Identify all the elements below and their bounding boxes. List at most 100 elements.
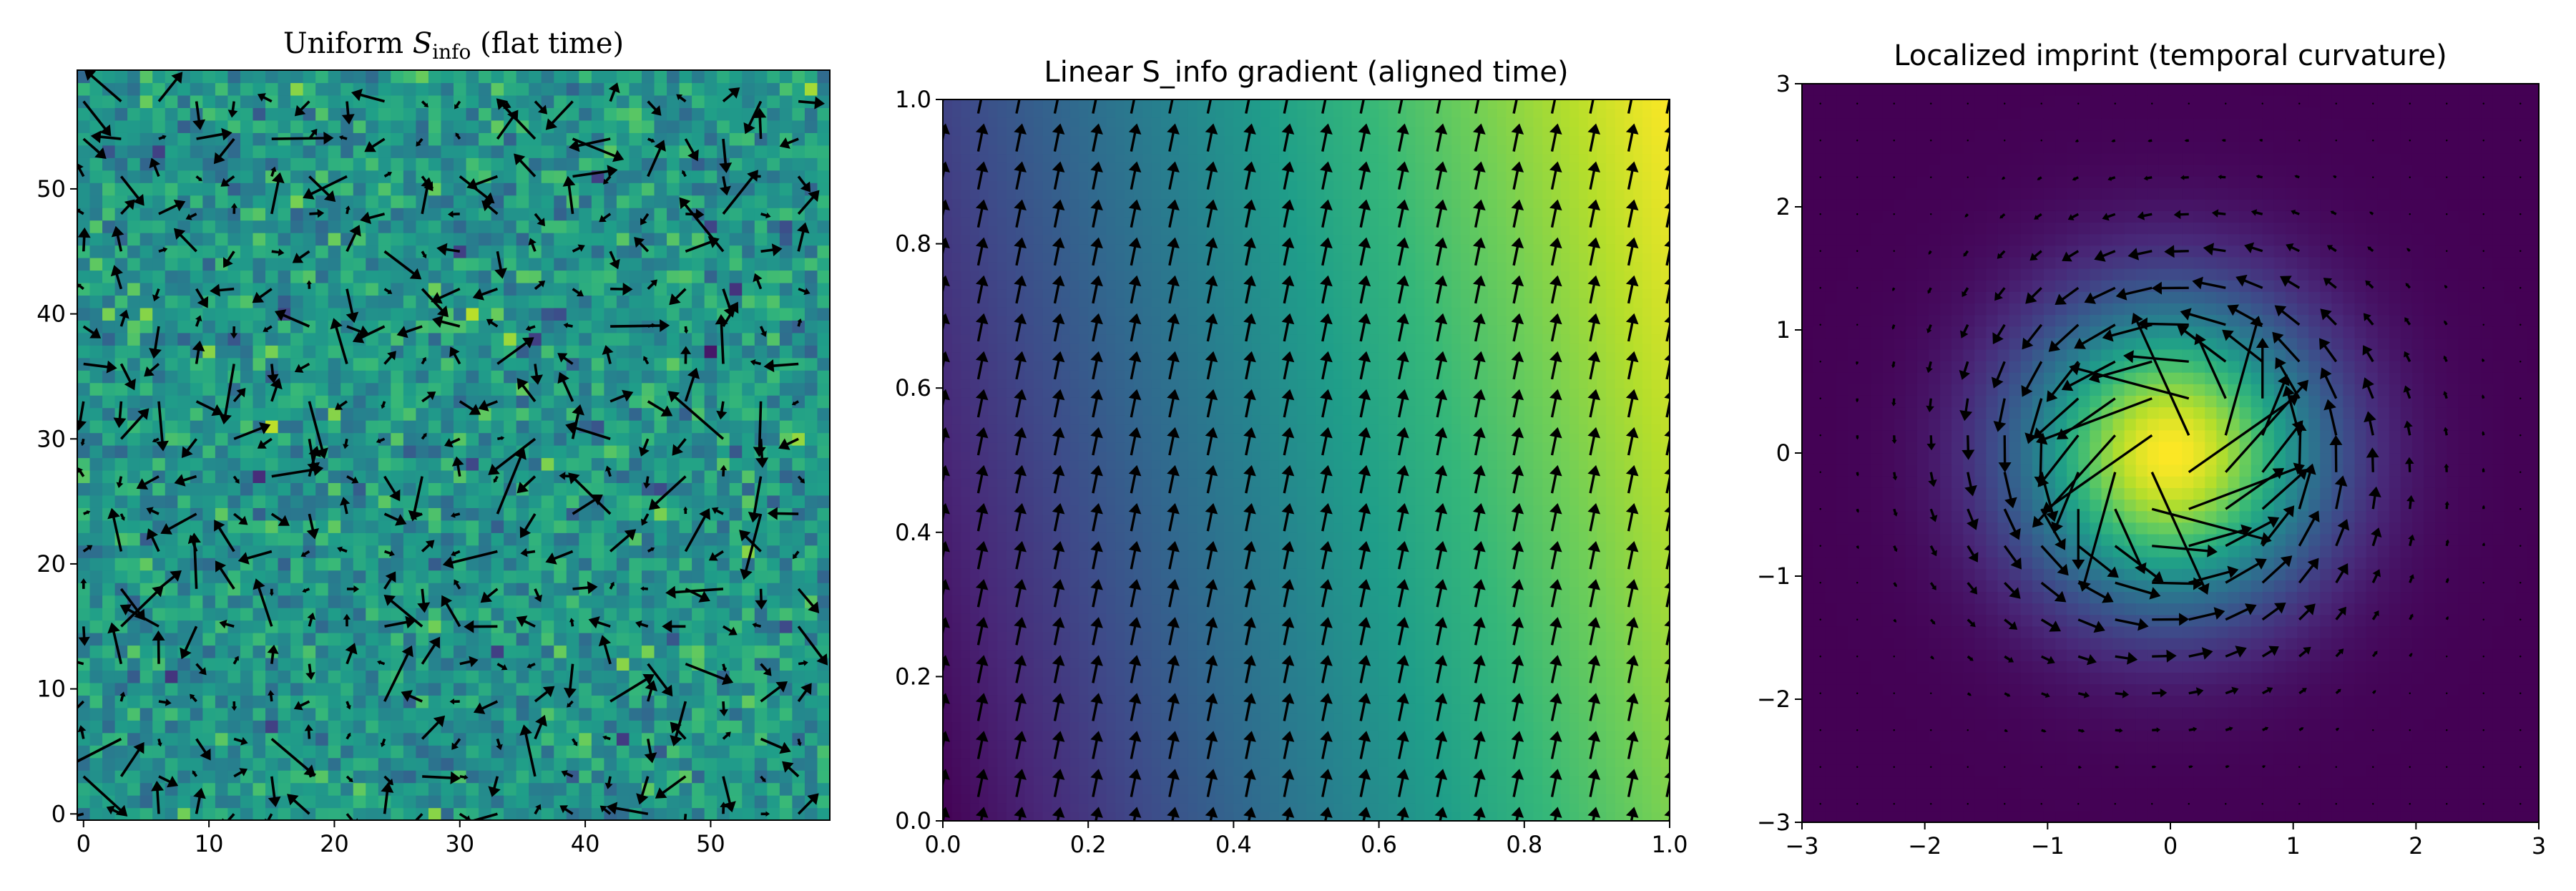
heatmap-cell: [366, 332, 379, 346]
heatmap-cell: [529, 245, 542, 258]
quiver-arrow: [610, 319, 670, 332]
heatmap-cell: [616, 583, 630, 596]
heatmap-cell: [290, 233, 304, 246]
heatmap-cell: [89, 345, 103, 359]
heatmap-cell: [215, 445, 228, 459]
heatmap-cell: [729, 195, 743, 208]
heatmap-cell: [629, 157, 642, 171]
heatmap-cell: [165, 395, 178, 409]
heatmap-cell: [428, 345, 442, 359]
heatmap-cell: [215, 432, 228, 446]
heatmap-cell: [704, 357, 718, 371]
heatmap-cell: [1069, 802, 1080, 812]
heatmap-cell: [215, 745, 228, 759]
heatmap-cell: [491, 145, 504, 158]
heatmap-cell: [479, 94, 492, 108]
heatmap-cell: [1506, 784, 1516, 794]
heatmap-cell: [328, 295, 341, 308]
quiver-arrow: [798, 660, 808, 666]
heatmap-cell: [253, 707, 266, 721]
heatmap-cell: [1333, 739, 1343, 749]
heatmap-cell: [951, 784, 961, 794]
heatmap-cell: [604, 620, 617, 633]
heatmap-cell: [742, 495, 755, 508]
heatmap-cell: [554, 170, 567, 183]
heatmap-cell: [704, 757, 718, 771]
quiver-arrow: [669, 288, 687, 306]
heatmap-cell: [529, 558, 542, 571]
heatmap-cell: [579, 182, 592, 196]
heatmap-cell: [629, 595, 642, 608]
heatmap-cell: [139, 395, 153, 409]
heatmap-cell: [604, 295, 617, 308]
heatmap-cell: [566, 233, 579, 246]
heatmap-cell: [1378, 739, 1389, 749]
heatmap-cell: [616, 732, 630, 746]
heatmap-cell: [428, 657, 442, 671]
quiver-arrow: [759, 326, 767, 337]
heatmap-cell: [378, 645, 391, 658]
heatmap-cell: [454, 182, 467, 196]
heatmap-cell: [278, 94, 291, 108]
heatmap-cell: [315, 70, 329, 84]
heatmap-cell: [1306, 802, 1316, 812]
heatmap-cell: [303, 120, 316, 133]
heatmap-cell: [704, 682, 718, 696]
heatmap-cell: [290, 145, 304, 158]
heatmap-cell: [152, 608, 166, 621]
heatmap-cell: [679, 757, 692, 771]
heatmap-cell: [679, 270, 692, 283]
heatmap-cell: [804, 520, 818, 533]
heatmap-cell: [454, 208, 467, 221]
heatmap-cell: [566, 332, 579, 346]
heatmap-cell: [290, 595, 304, 608]
heatmap-cell: [77, 345, 91, 359]
heatmap-cell: [353, 370, 366, 384]
heatmap-cell: [290, 757, 304, 771]
heatmap-cell: [961, 731, 971, 741]
heatmap-cell: [127, 258, 141, 271]
heatmap-cell: [114, 495, 128, 508]
heatmap-cell: [328, 220, 341, 233]
heatmap-cell: [152, 107, 166, 121]
heatmap-cell: [353, 807, 366, 820]
heatmap-cell: [202, 545, 216, 558]
heatmap-cell: [102, 707, 116, 721]
heatmap-cell: [127, 507, 141, 521]
heatmap-cell: [454, 570, 467, 583]
heatmap-cell: [729, 245, 743, 258]
heatmap-cell: [1088, 721, 1098, 731]
heatmap-cell: [529, 157, 542, 171]
heatmap-cell: [1579, 749, 1589, 759]
heatmap-cell: [491, 757, 504, 771]
heatmap-cell: [679, 495, 692, 508]
heatmap-cell: [1406, 712, 1416, 722]
heatmap-cell: [240, 707, 254, 721]
quiver-arrow: [561, 770, 574, 778]
heatmap-cell: [1152, 731, 1162, 741]
heatmap-cell: [341, 795, 354, 809]
heatmap-cell: [215, 94, 228, 108]
heatmap-cell: [1378, 749, 1389, 759]
heatmap-cell: [804, 445, 818, 459]
heatmap-cell: [604, 469, 617, 483]
heatmap-cell: [654, 182, 667, 196]
heatmap-cell: [1515, 784, 1525, 794]
heatmap-cell: [792, 795, 805, 809]
heatmap-cell: [403, 457, 416, 471]
quiver-arrow: [496, 663, 508, 671]
heatmap-cell: [341, 782, 354, 796]
heatmap-cell: [391, 745, 404, 759]
heatmap-cell: [139, 332, 153, 346]
heatmap-cell: [466, 208, 479, 221]
heatmap-cell: [1460, 766, 1471, 776]
heatmap-cell: [579, 370, 592, 384]
heatmap-cell: [616, 482, 630, 496]
heatmap-cell: [441, 195, 454, 208]
heatmap-cell: [454, 532, 467, 546]
heatmap-cell: [817, 633, 830, 646]
heatmap-cell: [177, 457, 191, 471]
quiver-arrow: [232, 475, 240, 484]
heatmap-cell: [504, 245, 517, 258]
heatmap-cell: [566, 720, 579, 734]
